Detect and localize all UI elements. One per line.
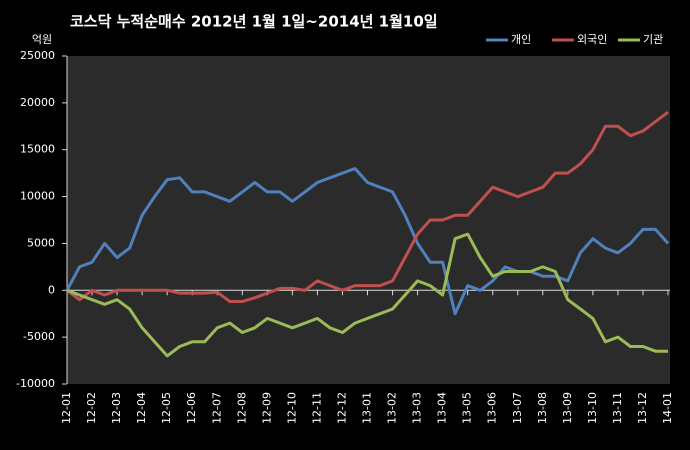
series-line [66,111,669,303]
series-line [65,167,670,316]
x-tick-label: 12-02 [85,392,98,424]
x-tick-label: 12-04 [135,392,148,424]
x-tick-label: 13-12 [636,392,649,424]
y-tick-label: 25000 [20,49,55,62]
x-tick-label: 12-09 [260,392,273,424]
x-tick-label: 12-05 [160,392,173,424]
x-tick-label: 13-07 [511,392,524,424]
x-tick-label: 13-10 [586,392,599,424]
legend-label: 개인 [511,33,531,46]
y-tick-label: 0 [48,283,55,296]
chart-title: 코스닥 누적순매수 2012년 1월 1일~2014년 1월10일 [70,13,438,31]
x-tick-label: 13-05 [461,392,474,424]
x-tick-label: 12-07 [210,392,223,424]
y-axis-label: 억원 [32,33,52,46]
y-tick-label: -10000 [16,377,55,390]
x-tick-label: 14-01 [661,392,674,424]
series-line [66,232,668,358]
y-tick-label: -5000 [23,330,55,343]
x-tick-label: 13-08 [536,392,549,424]
plot-area [67,56,670,384]
y-tick-label: 10000 [20,190,55,203]
x-tick-label: 12-06 [185,392,198,424]
x-tick-label: 13-11 [611,392,624,424]
x-tick-label: 12-11 [310,392,323,424]
legend-label: 외국인 [577,33,607,46]
y-tick-label: 15000 [20,143,55,156]
x-tick-label: 13-06 [486,392,499,424]
x-tick-label: 13-04 [436,392,449,424]
y-tick-label: 5000 [27,236,55,249]
x-tick-label: 13-02 [386,392,399,424]
x-tick-label: 13-01 [361,392,374,424]
y-tick-label: 20000 [20,96,55,109]
x-tick-label: 12-12 [335,392,348,424]
x-tick-label: 13-09 [561,392,574,424]
x-tick-label: 12-03 [110,392,123,424]
legend-label: 기관 [643,33,663,46]
x-tick-label: 12-01 [60,392,73,424]
x-tick-label: 12-08 [235,392,248,424]
x-tick-label: 12-10 [285,392,298,424]
x-tick-label: 13-03 [411,392,424,424]
